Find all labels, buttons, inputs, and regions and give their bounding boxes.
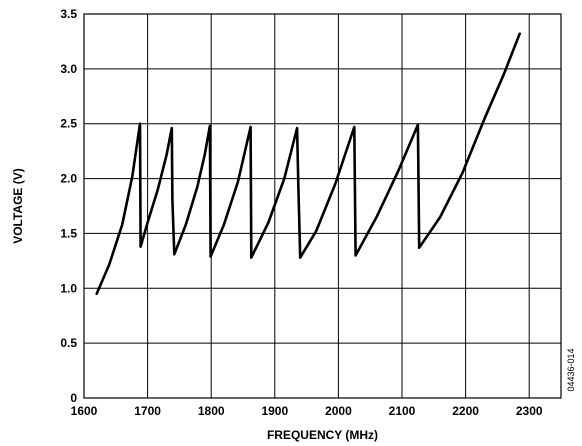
x-tick-label: 2200: [452, 404, 479, 418]
y-tick-label: 2.0: [60, 172, 77, 186]
series-layer: [95, 32, 521, 296]
y-axis-label: VOLTAGE (V): [11, 168, 25, 244]
x-tick-label: 2300: [516, 404, 543, 418]
y-tick-label: 1.0: [60, 281, 77, 295]
x-tick-label: 1700: [134, 404, 161, 418]
x-tick-label: 2000: [325, 404, 352, 418]
x-tick-labels: 1600 1700 1800 1900 2000 2100 2200 2300: [71, 404, 543, 418]
y-tick-labels: 0 0.5 1.0 1.5 2.0 2.5 3.0 3.5: [60, 7, 77, 405]
y-tick-label: 1.5: [60, 226, 77, 240]
x-tick-label: 1900: [261, 404, 288, 418]
grid: [83, 13, 561, 399]
y-tick-label: 0.5: [60, 336, 77, 350]
y-tick-label: 3.5: [60, 7, 77, 21]
series-line: [95, 32, 521, 296]
x-axis-label: FREQUENCY (MHz): [267, 428, 378, 442]
y-tick-label: 3.0: [60, 62, 77, 76]
figure-code: 04436-014: [566, 348, 576, 391]
y-tick-label: 2.5: [60, 117, 77, 131]
plot-frame: [83, 13, 562, 399]
x-tick-label: 1800: [198, 404, 225, 418]
x-tick-label: 2100: [389, 404, 416, 418]
x-tick-label: 1600: [71, 404, 98, 418]
y-tick-label: 0: [70, 391, 77, 405]
